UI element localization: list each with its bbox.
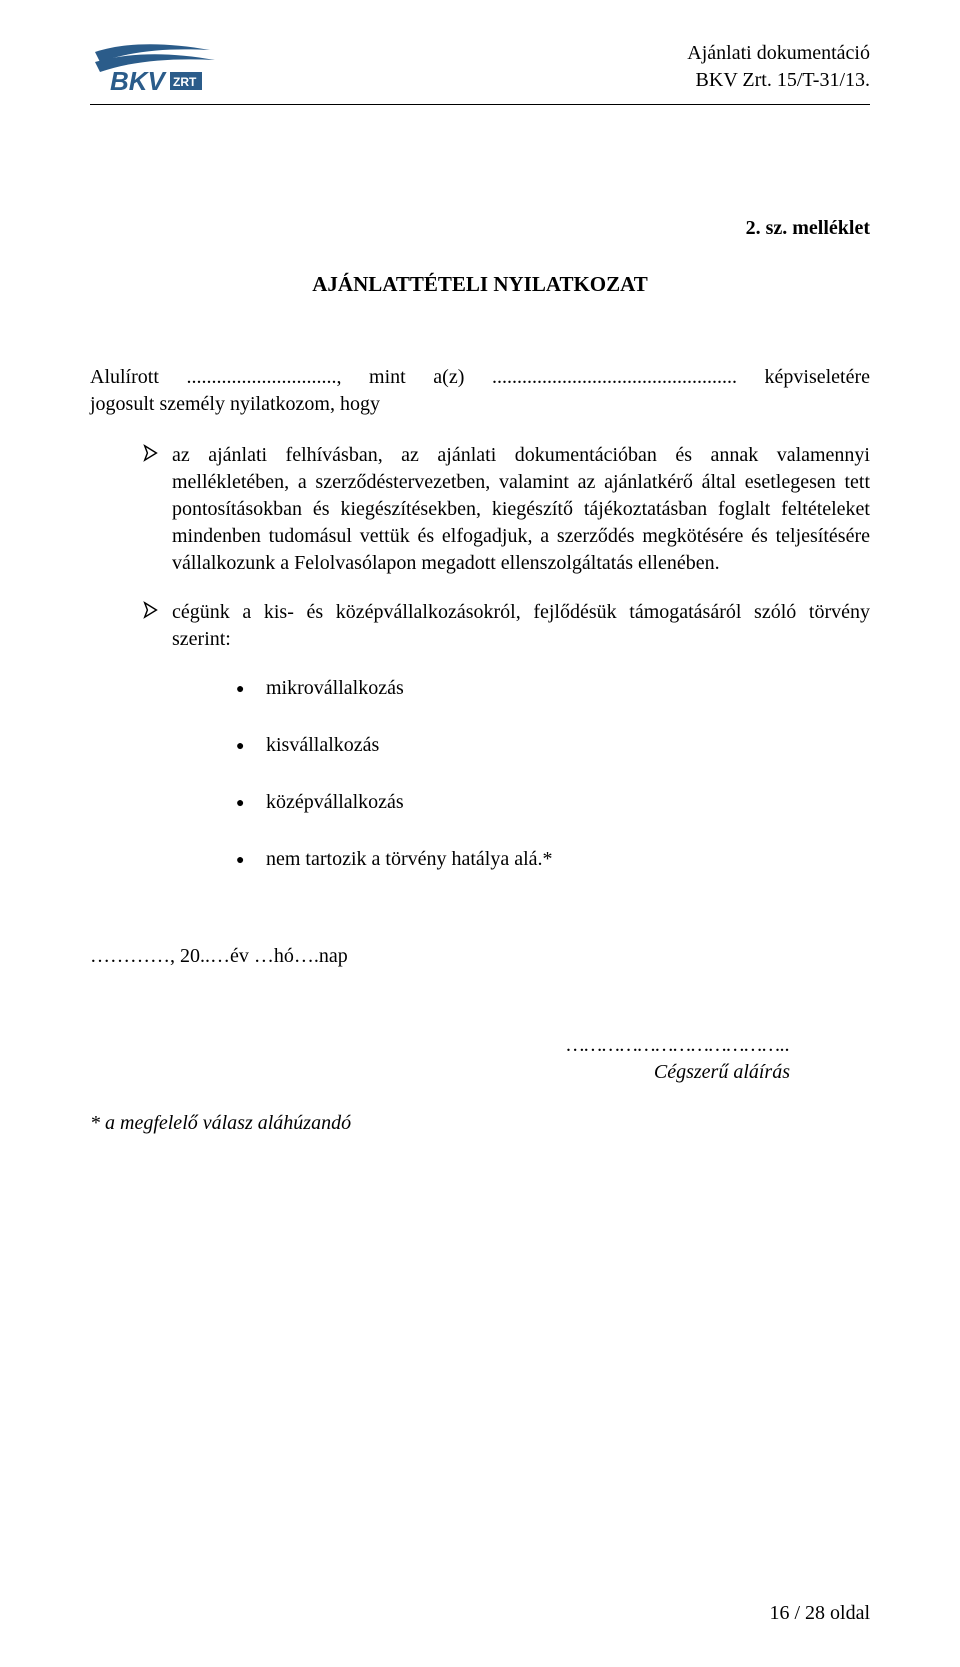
intro-line-2: jogosult személy nyilatkozom, hogy — [90, 391, 870, 418]
logo-text-bkv: BKV — [110, 66, 168, 96]
intro-suffix: képviseletére — [737, 366, 870, 388]
bullet-2-text: cégünk a kis- és középvállalkozásokról, … — [172, 599, 870, 653]
bullet-2: cégünk a kis- és középvállalkozásokról, … — [142, 599, 870, 653]
footnote: * a megfelelő válasz aláhúzandó — [90, 1110, 870, 1137]
subbullet-3: ● középvállalkozás — [236, 789, 870, 816]
header-rule — [90, 104, 870, 105]
main-bullets: az ajánlati felhívásban, az ajánlati dok… — [90, 442, 870, 873]
subbullet-1-text: mikrovállalkozás — [266, 675, 870, 702]
header-right: Ajánlati dokumentáció BKV Zrt. 15/T-31/1… — [687, 40, 870, 94]
bullet-1-text: az ajánlati felhívásban, az ajánlati dok… — [172, 442, 870, 577]
signature-block: ……………………………….. Cégszerű aláírás — [90, 1032, 870, 1086]
bkv-logo: BKV ZRT — [90, 40, 240, 100]
bullet-dot-icon: ● — [236, 850, 266, 869]
sub-bullets: ● mikrovállalkozás ● kisvállalkozás ● kö… — [142, 675, 870, 873]
page: BKV ZRT Ajánlati dokumentáció BKV Zrt. 1… — [0, 0, 960, 1667]
signature-label: Cégszerű aláírás — [90, 1059, 790, 1086]
header-line-2: BKV Zrt. 15/T-31/13. — [687, 67, 870, 94]
bullet-dot-icon: ● — [236, 736, 266, 755]
subbullet-1: ● mikrovállalkozás — [236, 675, 870, 702]
page-number: 16 / 28 oldal — [769, 1600, 870, 1627]
intro-mid: , mint a(z) — [336, 366, 491, 388]
document-title: AJÁNLATTÉTELI NYILATKOZAT — [90, 270, 870, 298]
intro-dots-2: ........................................… — [492, 366, 737, 388]
intro-prefix: Alulírott — [90, 366, 186, 388]
signature-dots: ……………………………….. — [90, 1032, 790, 1059]
header: BKV ZRT Ajánlati dokumentáció BKV Zrt. 1… — [90, 40, 870, 100]
subbullet-2: ● kisvállalkozás — [236, 732, 870, 759]
subbullet-3-text: középvállalkozás — [266, 789, 870, 816]
intro-paragraph: Alulírott ..............................… — [90, 364, 870, 418]
subbullet-2-text: kisvállalkozás — [266, 732, 870, 759]
chevron-right-icon — [142, 442, 172, 577]
subbullet-4-text: nem tartozik a törvény hatálya alá.* — [266, 846, 870, 873]
date-line: …………, 20..…év …hó….nap — [90, 943, 870, 970]
subbullet-4: ● nem tartozik a törvény hatálya alá.* — [236, 846, 870, 873]
intro-dots-1: .............................. — [186, 366, 336, 388]
bullet-1: az ajánlati felhívásban, az ajánlati dok… — [142, 442, 870, 577]
attachment-label: 2. sz. melléklet — [90, 215, 870, 242]
header-line-1: Ajánlati dokumentáció — [687, 40, 870, 67]
bullet-dot-icon: ● — [236, 679, 266, 698]
bullet-dot-icon: ● — [236, 793, 266, 812]
chevron-right-icon — [142, 599, 172, 653]
logo-text-zrt: ZRT — [173, 75, 197, 89]
